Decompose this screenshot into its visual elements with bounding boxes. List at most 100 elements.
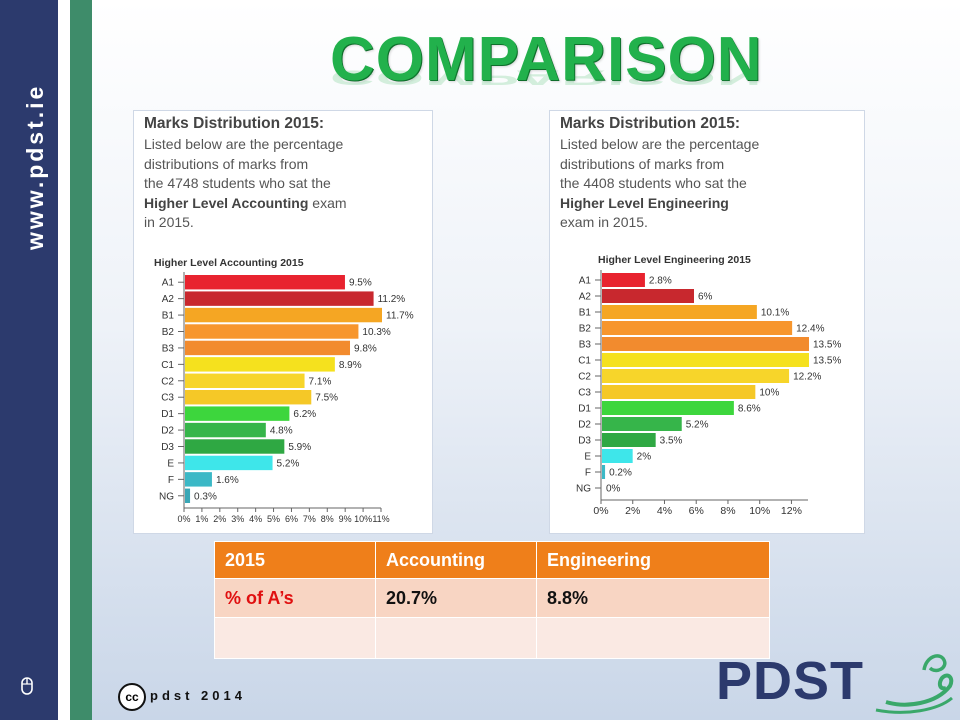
bar-f [602,465,606,479]
sidebar-divider [58,0,70,720]
accounting-description: Listed below are the percentage distribu… [144,135,347,233]
bar-d3 [185,439,285,454]
category-label: A1 [579,276,592,287]
data-label: 11.7% [386,311,414,322]
category-label: C1 [578,356,591,367]
bar-c2 [185,373,305,388]
data-label: 5.2% [277,458,300,469]
slide-title: COMPARISON [330,25,763,94]
category-label: C2 [161,376,174,387]
engineering-chart-title: Higher Level Engineering 2015 [598,254,751,266]
x-tick-label: 12% [781,505,802,517]
table-cell [214,617,376,659]
table-cell [536,617,770,659]
x-tick-label: 0% [177,514,190,524]
accounting-panel: Marks Distribution 2015: Listed below ar… [133,110,433,534]
table-header-row: 2015 Accounting Engineering [214,541,770,579]
engineering-desc-line1: Listed below are the percentage [560,136,760,152]
category-label: B2 [579,324,592,335]
table-cell [375,617,537,659]
data-label: 2.8% [649,276,672,287]
bar-c3 [602,385,756,399]
pdst-logo: PDST [716,650,956,716]
bar-e [185,455,273,471]
accounting-desc-bold: Higher Level Accounting [144,194,309,211]
data-label: 10.3% [362,327,390,338]
accounting-desc-line1: Listed below are the percentage [144,136,344,152]
accounting-desc-line5: in 2015. [144,214,194,230]
category-label: D1 [161,409,174,420]
category-label: B2 [162,327,175,338]
data-label: 5.2% [686,420,709,431]
data-label: 2% [637,452,652,463]
category-label: E [167,458,174,469]
category-label: C1 [161,360,174,371]
bar-b1 [185,307,382,323]
x-tick-label: 4% [657,505,672,517]
accounting-chart: A1 9.5% A2 11.2% B1 11.7% B2 10.3% B3 9.8% C1 8.9% C… [159,272,414,524]
x-tick-label: 10% [749,505,770,517]
data-label: 9.8% [354,343,377,354]
x-tick-label: 9% [339,514,352,524]
accounting-desc-line2: distributions of marks from [144,155,309,172]
x-tick-label: 6% [285,514,298,524]
category-label: A1 [162,278,175,289]
x-tick-label: 8% [321,514,334,524]
data-label: 6.2% [293,409,316,420]
engineering-description: Listed below are the percentage distribu… [560,135,759,233]
category-label: C3 [161,393,174,404]
x-tick-label: 10% [354,514,372,524]
engineering-desc-bold: Higher Level Engineering [560,194,729,211]
bar-c1 [185,357,335,372]
bar-ng [185,488,191,503]
category-label: A2 [162,294,175,305]
bar-c2 [602,369,790,383]
table-cell: 20.7% [375,578,537,618]
x-tick-label: 4% [249,514,262,524]
data-label: 12.2% [793,372,821,383]
accounting-chart-title: Higher Level Accounting 2015 [154,257,304,269]
data-label: 0% [606,484,621,495]
data-label: 6% [698,292,713,303]
slide-title-reflection: COMPARISON [330,65,763,90]
table-header-cell: Accounting [375,541,537,579]
table-cell: 8.8% [536,578,770,618]
bar-d1 [185,406,290,421]
x-tick-label: 2% [625,505,640,517]
bar-d2 [185,422,266,438]
data-label: 7.5% [315,393,338,404]
engineering-desc-line2: distributions of marks from [560,155,725,172]
pdst-logo-swirl-icon [875,654,954,714]
bar-c1 [602,353,809,367]
data-label: 13.5% [813,340,841,351]
category-label: F [585,468,591,479]
bar-e [602,449,633,463]
category-label: C3 [578,388,591,399]
bar-a2 [602,289,694,303]
category-label: D3 [161,442,174,453]
engineering-heading: Marks Distribution 2015: [560,115,741,132]
x-tick-label: 8% [720,505,735,517]
x-tick-label: 5% [267,514,280,524]
x-tick-label: 1% [195,514,208,524]
bar-b2 [602,321,793,335]
table-row [214,617,770,659]
bar-d3 [602,433,656,447]
data-label: 9.5% [349,278,372,289]
engineering-panel: Marks Distribution 2015: Listed below ar… [549,110,865,534]
category-label: A2 [579,292,592,303]
comparison-table: 2015 Accounting Engineering % of A’s 20.… [214,541,770,659]
bar-d1 [602,401,734,415]
data-label: 11.2% [378,294,406,305]
data-label: 7.1% [309,376,332,387]
category-label: NG [576,484,591,495]
data-label: 0.3% [194,491,217,502]
site-url[interactable]: www.pdst.ie [22,83,48,250]
table-header-cell: 2015 [214,541,376,579]
data-label: 5.9% [288,442,311,453]
bar-a1 [602,273,645,287]
x-tick-label: 7% [303,514,316,524]
category-label: B3 [579,340,592,351]
engineering-desc-line4: Higher Level Engineering [560,194,759,214]
data-label: 0.2% [609,468,632,479]
